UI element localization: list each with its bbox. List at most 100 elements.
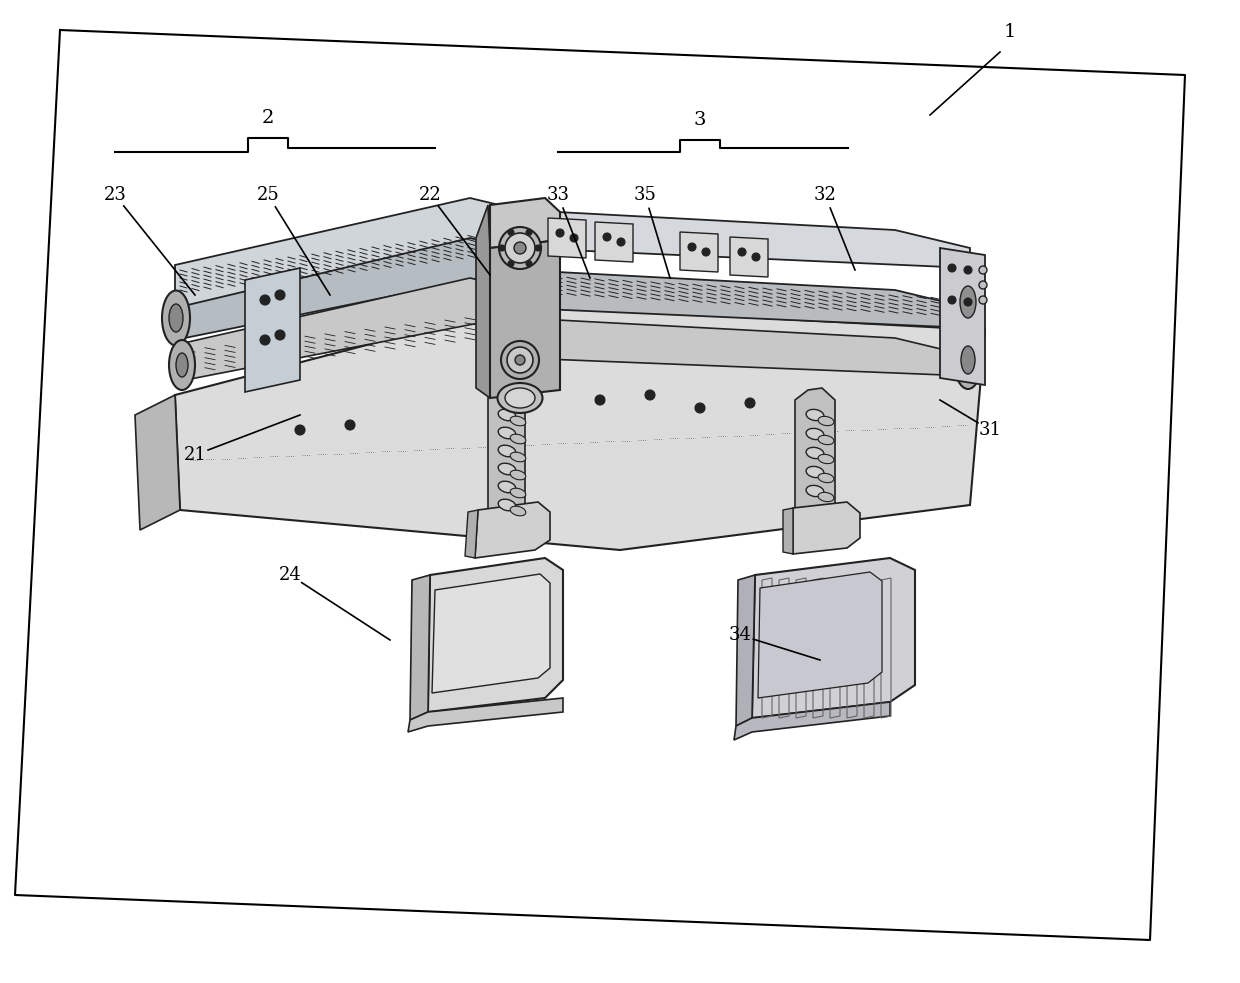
Circle shape [738, 248, 746, 256]
Ellipse shape [818, 417, 835, 426]
Circle shape [526, 260, 532, 266]
Ellipse shape [498, 227, 541, 269]
Text: 21: 21 [184, 446, 206, 464]
Circle shape [275, 290, 285, 300]
Circle shape [345, 420, 355, 430]
Text: 22: 22 [419, 186, 441, 204]
Circle shape [595, 395, 605, 405]
Text: 32: 32 [813, 186, 837, 204]
Circle shape [963, 266, 972, 274]
Ellipse shape [498, 409, 516, 421]
Ellipse shape [806, 409, 823, 421]
Text: 33: 33 [547, 186, 569, 204]
Ellipse shape [162, 291, 190, 345]
Text: 1: 1 [1004, 23, 1017, 41]
Ellipse shape [806, 466, 823, 478]
Ellipse shape [498, 499, 516, 511]
Ellipse shape [497, 383, 543, 413]
Circle shape [260, 295, 270, 305]
Circle shape [498, 245, 505, 251]
Text: 2: 2 [262, 109, 274, 127]
Ellipse shape [501, 341, 539, 379]
Ellipse shape [510, 416, 526, 426]
Polygon shape [940, 248, 985, 385]
Ellipse shape [818, 474, 835, 483]
Circle shape [745, 398, 755, 408]
Polygon shape [246, 268, 300, 392]
Ellipse shape [510, 506, 526, 516]
Circle shape [526, 229, 532, 235]
Circle shape [702, 248, 711, 256]
Ellipse shape [510, 470, 526, 480]
Text: 31: 31 [978, 421, 1002, 439]
Ellipse shape [954, 331, 982, 389]
Polygon shape [432, 574, 551, 693]
Polygon shape [595, 222, 632, 262]
Ellipse shape [818, 492, 835, 501]
Ellipse shape [169, 340, 195, 390]
Circle shape [949, 296, 956, 304]
Polygon shape [680, 232, 718, 272]
Polygon shape [782, 508, 794, 554]
Circle shape [275, 330, 285, 340]
Text: 3: 3 [693, 111, 707, 129]
Circle shape [688, 243, 696, 251]
Ellipse shape [510, 452, 526, 462]
Polygon shape [175, 305, 985, 550]
Ellipse shape [806, 486, 823, 496]
Ellipse shape [818, 435, 835, 444]
Ellipse shape [515, 242, 526, 254]
Ellipse shape [169, 304, 184, 332]
Circle shape [751, 253, 760, 261]
Circle shape [295, 425, 305, 435]
Polygon shape [490, 240, 560, 398]
Polygon shape [490, 198, 560, 248]
Polygon shape [520, 318, 970, 376]
Ellipse shape [806, 447, 823, 459]
Polygon shape [737, 575, 755, 726]
Ellipse shape [515, 355, 525, 365]
Polygon shape [548, 218, 587, 258]
Circle shape [603, 233, 611, 241]
Polygon shape [520, 210, 970, 268]
Polygon shape [758, 572, 882, 698]
Text: 34: 34 [729, 626, 751, 644]
Polygon shape [751, 558, 915, 718]
Polygon shape [175, 278, 520, 382]
Polygon shape [175, 238, 520, 340]
Ellipse shape [505, 233, 534, 263]
Polygon shape [476, 205, 490, 398]
Ellipse shape [498, 428, 516, 438]
Ellipse shape [818, 454, 835, 464]
Circle shape [694, 403, 706, 413]
Ellipse shape [980, 266, 987, 274]
Text: 35: 35 [634, 186, 656, 204]
Circle shape [534, 245, 541, 251]
Polygon shape [489, 385, 525, 523]
Ellipse shape [510, 489, 526, 497]
Ellipse shape [498, 482, 516, 492]
Ellipse shape [961, 346, 975, 374]
Polygon shape [175, 198, 520, 308]
Polygon shape [520, 270, 970, 328]
Ellipse shape [960, 286, 976, 318]
Polygon shape [465, 510, 477, 558]
Circle shape [570, 234, 578, 242]
Text: 24: 24 [279, 566, 301, 584]
Polygon shape [408, 698, 563, 732]
Ellipse shape [954, 271, 983, 333]
Polygon shape [428, 558, 563, 712]
Polygon shape [135, 395, 180, 530]
Polygon shape [794, 502, 861, 554]
Polygon shape [734, 702, 890, 740]
Polygon shape [730, 237, 768, 277]
Ellipse shape [980, 296, 987, 304]
Circle shape [645, 390, 655, 400]
Circle shape [508, 260, 515, 266]
Polygon shape [795, 388, 835, 522]
Circle shape [260, 335, 270, 345]
Circle shape [963, 298, 972, 306]
Ellipse shape [498, 445, 516, 457]
Ellipse shape [176, 353, 188, 377]
Text: 25: 25 [257, 186, 279, 204]
